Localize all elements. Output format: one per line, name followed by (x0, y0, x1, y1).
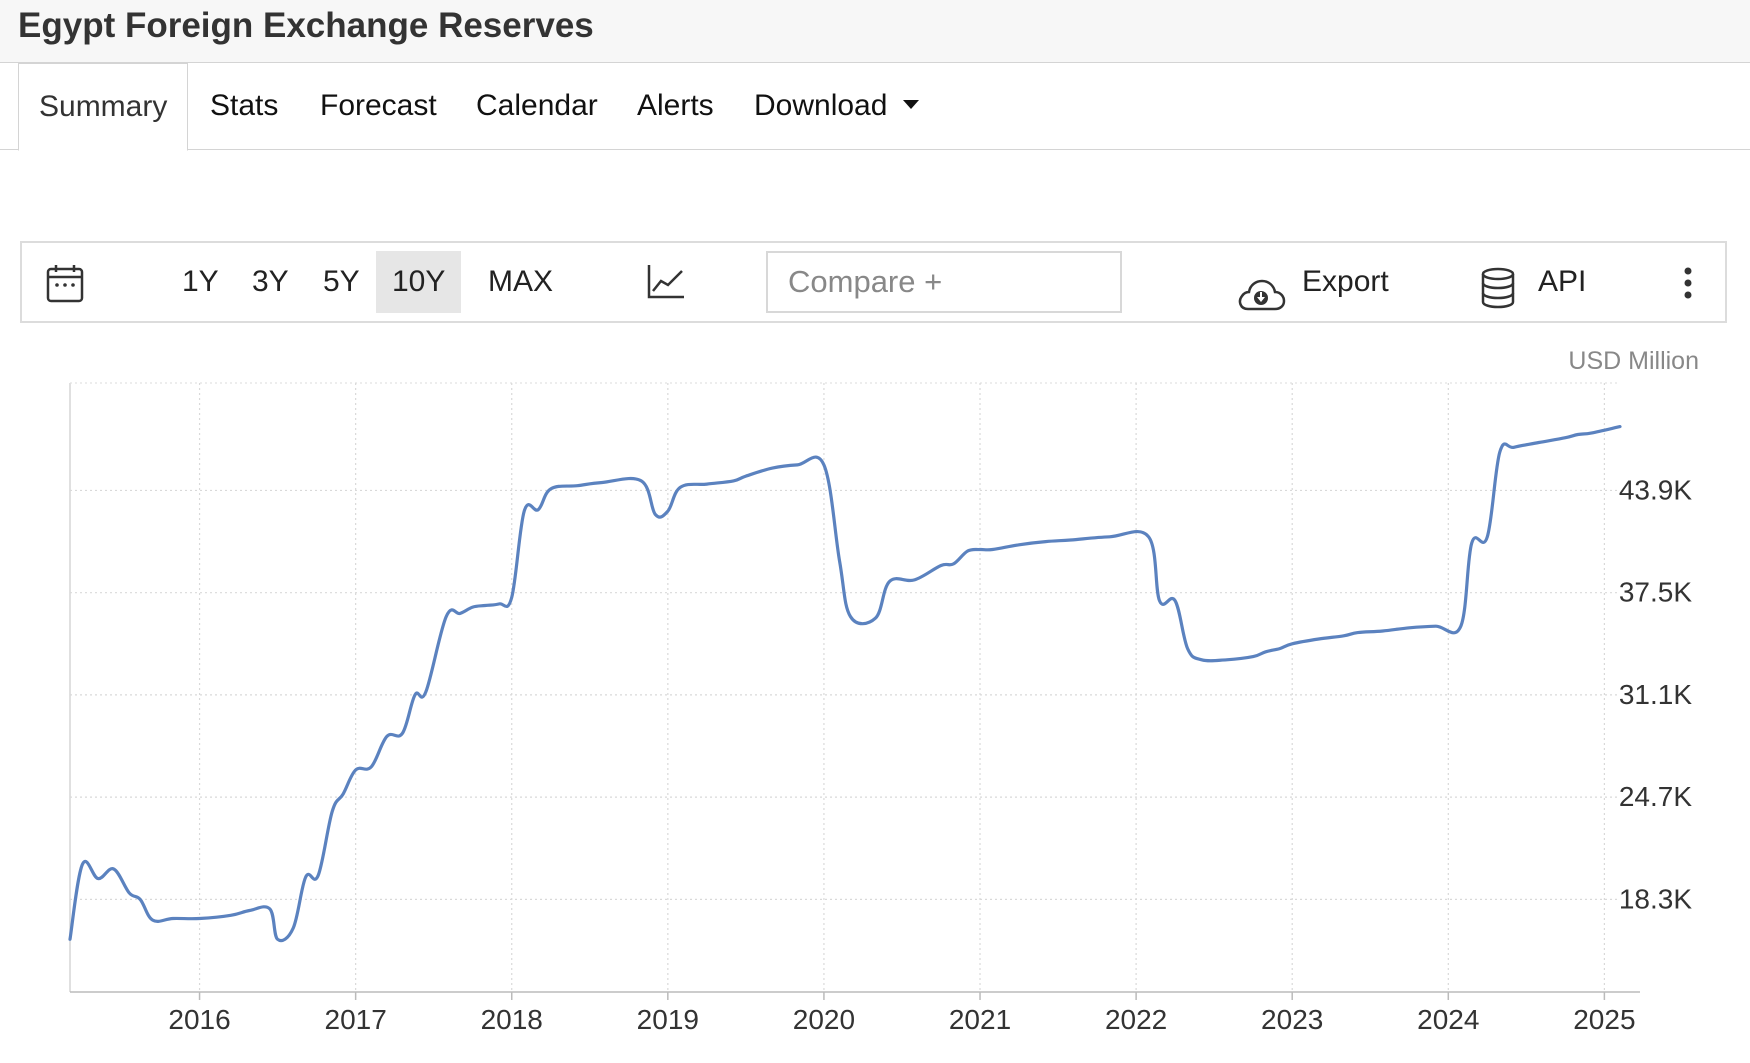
range-3y[interactable]: 3Y (252, 265, 289, 298)
x-tick-label: 2025 (1573, 1004, 1635, 1035)
range-10y[interactable]: 10Y (376, 251, 462, 313)
export-label: Export (1302, 265, 1389, 298)
range-5y[interactable]: 5Y (323, 265, 360, 298)
tab-bar: Summary Stats Forecast Calendar Alerts D… (0, 63, 1750, 151)
tab-alerts[interactable]: Alerts (637, 89, 714, 122)
tab-stats[interactable]: Stats (210, 89, 279, 122)
x-tick-label: 2018 (481, 1004, 543, 1035)
y-tick-label: 31.1K (1619, 679, 1692, 710)
api-label: API (1538, 265, 1587, 298)
line-chart: 18.3K 24.7K 31.1K 37.5K 43.9K 2016 2017 2018 201… (68, 382, 1692, 1035)
tab-forecast[interactable]: Forecast (320, 89, 437, 122)
database-icon (1480, 261, 1516, 339)
title-bar: Egypt Foreign Exchange Reserves (0, 0, 1750, 63)
range-1y[interactable]: 1Y (182, 265, 219, 298)
x-tick-label: 2019 (637, 1004, 699, 1035)
series-line (68, 425, 1622, 943)
y-tick-label: 18.3K (1619, 883, 1692, 914)
caret-down-icon (903, 99, 920, 109)
compare-input[interactable] (766, 251, 1122, 313)
cloud-download-icon (1236, 265, 1286, 343)
calendar-icon[interactable] (46, 263, 84, 308)
x-tick-label: 2021 (949, 1004, 1011, 1035)
line-chart-icon[interactable] (646, 263, 686, 306)
y-axis-unit-label: USD Million (1568, 347, 1699, 375)
chart-toolbar: 1Y 3Y 5Y 10Y MAX Export (20, 241, 1727, 323)
more-vertical-icon[interactable] (1683, 267, 1693, 304)
tab-calendar[interactable]: Calendar (476, 89, 598, 122)
y-tick-label: 37.5K (1619, 577, 1692, 608)
x-tick-label: 2024 (1417, 1004, 1479, 1035)
range-max[interactable]: MAX (488, 265, 554, 298)
tab-download-label: Download (754, 89, 888, 122)
x-tick-label: 2016 (168, 1004, 230, 1035)
x-tick-label: 2017 (325, 1004, 387, 1035)
tab-summary[interactable]: Summary (18, 63, 189, 151)
page-title: Egypt Foreign Exchange Reserves (18, 6, 594, 45)
tab-download[interactable]: Download (754, 63, 920, 149)
x-tick-label: 2020 (793, 1004, 855, 1035)
chart-area: USD Million 18.3K 24.7K 31.1K 37.5K 43.9K 201… (20, 325, 1727, 1058)
y-tick-label: 43.9K (1619, 474, 1692, 505)
x-tick-label: 2023 (1261, 1004, 1323, 1035)
x-tick-label: 2022 (1105, 1004, 1167, 1035)
y-tick-label: 24.7K (1619, 781, 1692, 812)
